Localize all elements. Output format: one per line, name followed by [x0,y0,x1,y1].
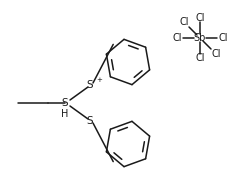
Text: Cl: Cl [217,33,227,43]
Text: Cl: Cl [178,17,188,27]
Text: S: S [86,116,93,126]
Text: Cl: Cl [210,49,220,59]
Text: +: + [96,77,102,83]
Text: Cl: Cl [195,13,204,23]
Text: Cl: Cl [172,33,181,43]
Text: Sb: Sb [193,33,205,43]
Text: H: H [61,109,68,119]
Text: S: S [61,98,68,108]
Text: S: S [86,80,93,90]
Text: Cl: Cl [195,53,204,63]
